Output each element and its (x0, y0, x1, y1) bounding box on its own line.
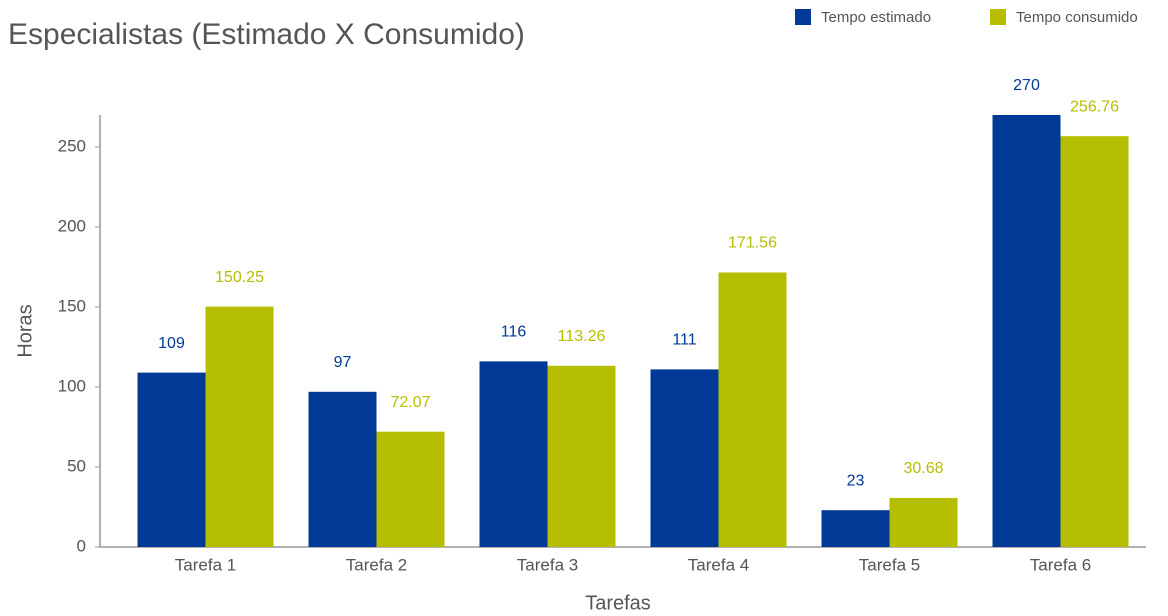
bar (650, 369, 719, 547)
legend-label: Tempo estimado (821, 9, 931, 26)
value-label: 270 (1013, 77, 1040, 94)
value-label: 109 (158, 335, 185, 352)
bar (308, 391, 377, 547)
x-tick-label: Tarefa 4 (688, 555, 749, 574)
value-label: 72.07 (390, 394, 430, 411)
value-label: 150.25 (215, 269, 264, 286)
x-tick-label: Tarefa 6 (1030, 555, 1091, 574)
value-label: 171.56 (728, 235, 777, 252)
value-label: 113.26 (558, 328, 606, 345)
y-tick-label: 200 (58, 216, 86, 235)
bar (718, 272, 787, 547)
value-label: 97 (334, 354, 352, 371)
legend-swatch (990, 9, 1006, 25)
chart-title: Especialistas (Estimado X Consumido) (8, 18, 525, 51)
bar (992, 115, 1061, 547)
legend-swatch (795, 9, 811, 25)
x-axis-label: Tarefas (585, 592, 651, 614)
value-label: 256.76 (1070, 98, 1119, 115)
y-tick-label: 50 (67, 456, 86, 475)
x-tick-label: Tarefa 1 (175, 555, 236, 574)
bar (137, 372, 206, 547)
y-tick-label: 0 (77, 536, 86, 555)
x-tick-label: Tarefa 5 (859, 555, 920, 574)
bar (821, 510, 890, 547)
x-tick-label: Tarefa 2 (346, 555, 407, 574)
bar (205, 306, 274, 547)
bar (889, 497, 958, 547)
bar (376, 431, 445, 547)
y-tick-label: 150 (58, 296, 86, 315)
value-label: 116 (501, 324, 527, 341)
y-tick-label: 250 (58, 136, 86, 155)
legend-label: Tempo consumido (1016, 9, 1138, 26)
y-tick-label: 100 (58, 376, 86, 395)
bar (1060, 136, 1129, 547)
value-label: 111 (672, 332, 696, 349)
y-axis-label: Horas (14, 304, 36, 357)
x-tick-label: Tarefa 3 (517, 555, 578, 574)
bar (547, 365, 616, 547)
value-label: 23 (847, 472, 865, 489)
bar (479, 361, 548, 547)
value-label: 30.68 (903, 460, 943, 477)
